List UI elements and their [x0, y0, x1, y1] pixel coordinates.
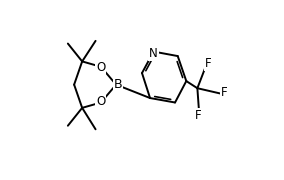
Text: N: N — [149, 47, 158, 60]
Text: B: B — [114, 78, 122, 91]
Text: F: F — [220, 86, 227, 99]
Text: F: F — [205, 57, 211, 70]
Text: O: O — [96, 61, 106, 74]
Text: F: F — [195, 109, 202, 122]
Text: O: O — [96, 95, 106, 108]
